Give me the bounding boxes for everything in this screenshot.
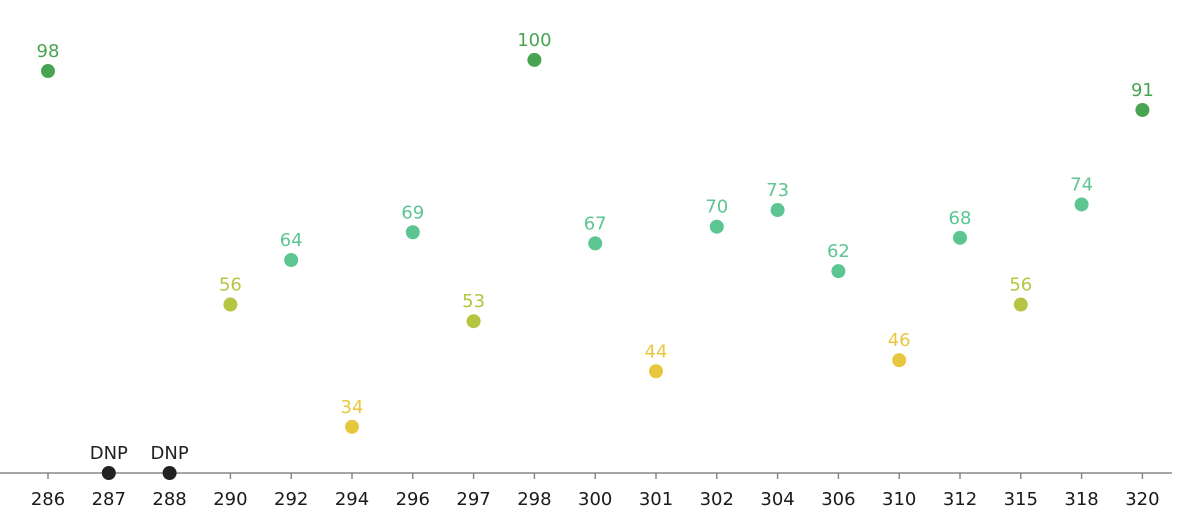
dnp-point-287[interactable]	[101, 466, 116, 480]
x-tick-label-298: 298	[517, 489, 551, 510]
x-tick-label-300: 300	[578, 489, 612, 510]
data-label-320: 91	[1131, 80, 1154, 101]
data-point-306[interactable]	[831, 264, 846, 279]
data-point-312[interactable]	[953, 230, 967, 245]
x-tick-label-294: 294	[335, 489, 369, 510]
data-label-301: 44	[645, 341, 668, 362]
data-label-298: 100	[517, 30, 551, 51]
data-label-292: 64	[280, 230, 303, 251]
data-point-304[interactable]	[770, 203, 785, 218]
x-tick-label-290: 290	[213, 489, 247, 510]
x-tick-label-286: 286	[31, 489, 65, 510]
x-tick-label-297: 297	[456, 489, 490, 510]
x-tick-label-315: 315	[1004, 489, 1038, 510]
x-tick-label-320: 320	[1125, 489, 1159, 510]
x-tick-label-296: 296	[396, 489, 430, 510]
data-point-298[interactable]	[527, 52, 542, 67]
x-axis: 4286287288290292294296297298300301302304…	[0, 472, 1172, 510]
dnp-label-287: DNP	[90, 443, 128, 464]
x-tick-label-302: 302	[700, 489, 734, 510]
x-tick-label-301: 301	[639, 489, 673, 510]
x-tick-label-310: 310	[882, 489, 916, 510]
data-point-315[interactable]	[1013, 297, 1028, 312]
data-label-304: 73	[766, 180, 789, 201]
data-point-320[interactable]	[1135, 102, 1150, 117]
data-point-286[interactable]	[41, 64, 55, 79]
data-label-290: 56	[219, 275, 242, 296]
x-tick-label-287: 287	[92, 489, 126, 510]
plot-area: 98 DNP DNP 56 64 34 69 53 100 67 44 70 73 62 46 68 56 74 9…	[37, 30, 1154, 480]
x-tick-label-318: 318	[1064, 489, 1098, 510]
x-tick-label-292: 292	[274, 489, 308, 510]
data-point-292[interactable]	[284, 253, 299, 268]
data-label-310: 46	[888, 330, 911, 351]
data-point-310[interactable]	[892, 353, 907, 368]
data-label-286: 98	[37, 41, 60, 62]
data-point-294[interactable]	[345, 419, 359, 434]
data-point-296[interactable]	[405, 225, 420, 240]
data-point-297[interactable]	[466, 314, 481, 329]
data-label-302: 70	[705, 197, 728, 218]
data-label-300: 67	[584, 213, 607, 234]
data-label-306: 62	[827, 241, 850, 262]
data-point-300[interactable]	[588, 236, 603, 251]
data-point-318[interactable]	[1074, 197, 1089, 212]
data-label-312: 68	[949, 208, 972, 229]
data-point-301[interactable]	[649, 364, 663, 379]
dnp-point-288[interactable]	[162, 466, 177, 480]
data-label-297: 53	[462, 291, 485, 312]
data-label-318: 74	[1070, 174, 1093, 195]
data-label-315: 56	[1009, 275, 1032, 296]
x-tick-label-312: 312	[943, 489, 977, 510]
x-tick-label-288: 288	[152, 489, 186, 510]
x-tick-label-304: 304	[760, 489, 794, 510]
x-tick-label-306: 306	[821, 489, 855, 510]
data-point-302[interactable]	[709, 219, 724, 234]
dnp-label-288: DNP	[151, 443, 189, 464]
data-label-294: 34	[341, 397, 364, 418]
data-label-296: 69	[401, 202, 424, 223]
data-point-290[interactable]	[223, 297, 238, 312]
